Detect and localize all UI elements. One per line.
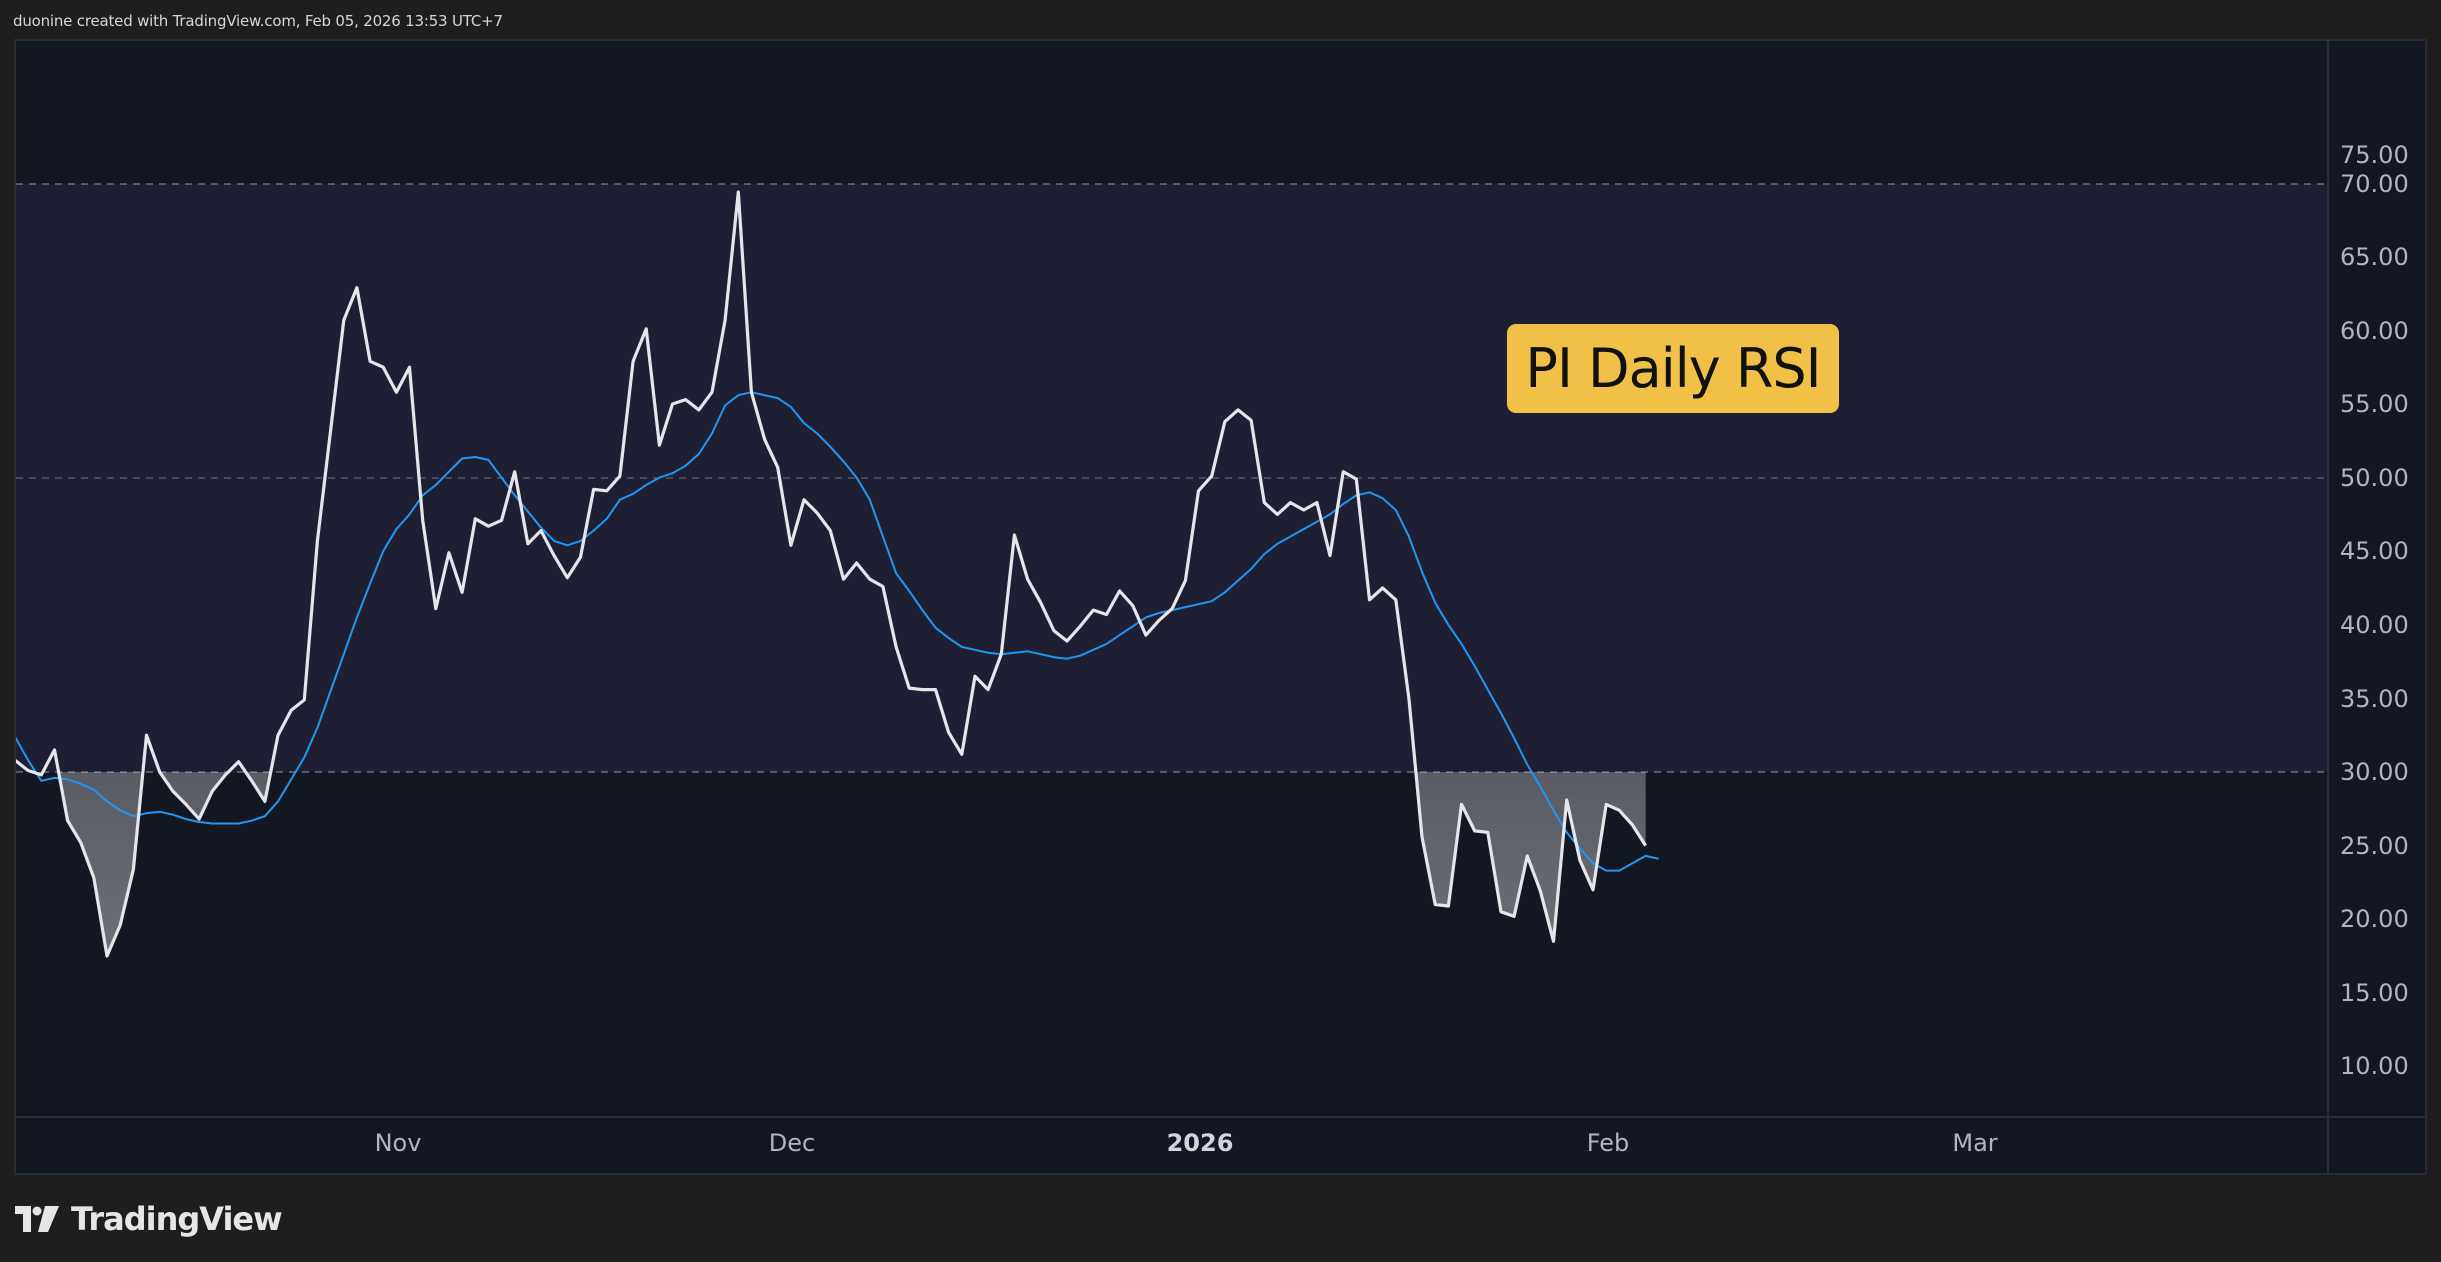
oversold-fill bbox=[16, 772, 1646, 956]
price-label: 45.00 bbox=[2340, 537, 2409, 565]
time-label-feb: Feb bbox=[1586, 1129, 1630, 1157]
price-label: 55.00 bbox=[2340, 390, 2409, 418]
rsi-line bbox=[16, 190, 1647, 958]
tradingview-logo[interactable]: TradingView bbox=[15, 1200, 283, 1238]
price-label: 60.00 bbox=[2340, 317, 2409, 345]
price-label: 40.00 bbox=[2340, 611, 2409, 639]
price-label: 30.00 bbox=[2340, 758, 2409, 786]
time-label-dec: Dec bbox=[768, 1129, 816, 1157]
chart-title-badge: PI Daily RSI bbox=[1507, 324, 1839, 413]
rsi-ma-line bbox=[16, 391, 1660, 872]
tradingview-logo-icon bbox=[15, 1206, 59, 1232]
price-label: 20.00 bbox=[2340, 905, 2409, 933]
price-label: 70.00 bbox=[2340, 170, 2409, 198]
price-label: 10.00 bbox=[2340, 1052, 2409, 1080]
time-label-nov: Nov bbox=[374, 1129, 422, 1157]
price-label: 50.00 bbox=[2340, 464, 2409, 492]
price-label: 15.00 bbox=[2340, 979, 2409, 1007]
time-label-mar: Mar bbox=[1952, 1129, 1998, 1157]
price-label: 65.00 bbox=[2340, 243, 2409, 271]
tradingview-logo-text: TradingView bbox=[71, 1200, 283, 1238]
price-label: 75.00 bbox=[2340, 141, 2409, 169]
price-label: 35.00 bbox=[2340, 685, 2409, 713]
time-label-2026: 2026 bbox=[1166, 1129, 1234, 1157]
price-label: 25.00 bbox=[2340, 832, 2409, 860]
chart-credit-text: duonine created with TradingView.com, Fe… bbox=[13, 12, 503, 30]
